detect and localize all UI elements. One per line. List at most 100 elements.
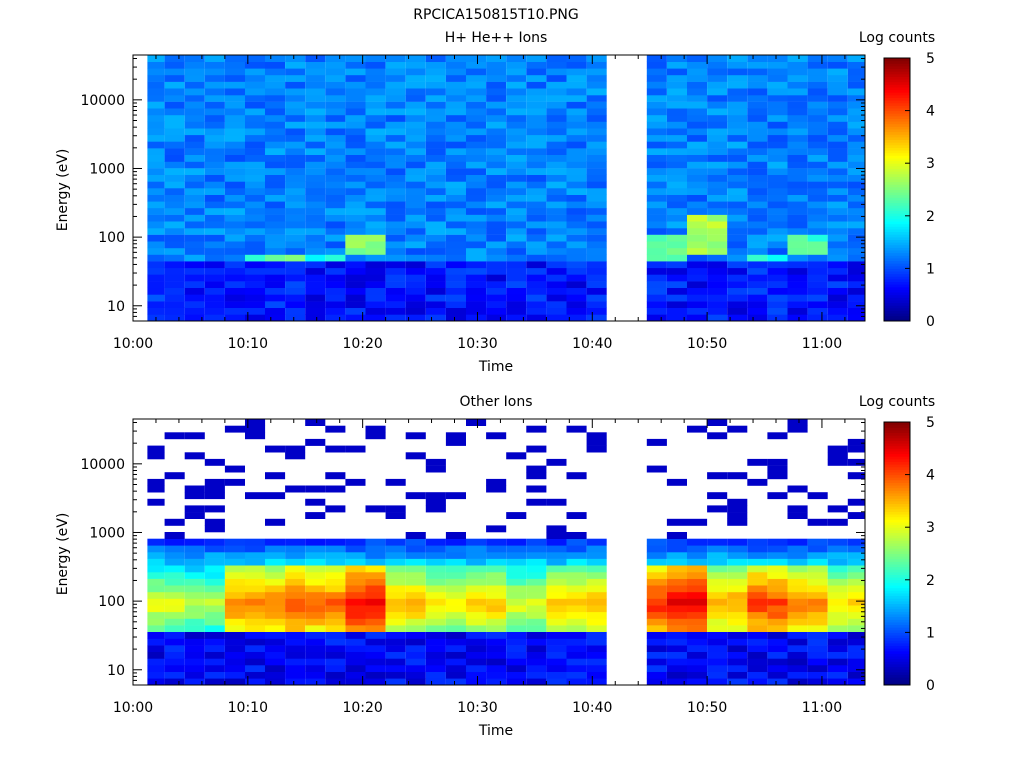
heatmap-cell <box>687 194 708 202</box>
heatmap-cell <box>305 128 326 136</box>
heatmap-cell <box>767 538 788 546</box>
heatmap-cell <box>305 148 326 155</box>
heatmap-cell <box>425 678 446 686</box>
heatmap-cell <box>365 618 386 626</box>
heatmap-cell <box>365 301 386 308</box>
heatmap-cell <box>727 585 748 593</box>
heatmap-cell <box>807 241 828 249</box>
heatmap-cell <box>566 598 587 606</box>
heatmap-cell <box>827 207 848 215</box>
heatmap-cell <box>385 154 406 162</box>
heatmap-cell <box>365 161 386 169</box>
heatmap-cell <box>586 432 607 440</box>
heatmap-cell <box>807 294 828 302</box>
heatmap-cell <box>325 148 346 155</box>
colorbar-segment <box>884 63 910 67</box>
heatmap-cell <box>646 267 667 275</box>
heatmap-cell <box>787 221 808 229</box>
heatmap-cell <box>787 678 808 686</box>
heatmap-cell <box>506 314 527 322</box>
heatmap-cell <box>486 121 507 129</box>
heatmap-cell <box>767 261 788 269</box>
heatmap-cell <box>164 307 185 315</box>
heatmap-cell <box>827 214 848 222</box>
heatmap-cell <box>707 121 728 129</box>
heatmap-cell <box>707 81 728 89</box>
colorbar-segment <box>884 276 910 280</box>
heatmap-cell <box>787 294 808 302</box>
heatmap-cell <box>405 572 426 579</box>
heatmap-cell <box>687 168 708 175</box>
y-tick-label: 100 <box>98 230 125 246</box>
heatmap-cell <box>526 552 547 559</box>
colorbar-segment <box>884 535 910 539</box>
heatmap-cell <box>445 168 466 175</box>
heatmap-cell <box>827 101 848 109</box>
heatmap-cell <box>566 665 587 672</box>
heatmap-cell <box>204 227 225 235</box>
heatmap-cell <box>666 631 687 639</box>
heatmap-cell <box>526 81 547 89</box>
heatmap-cell <box>164 585 185 593</box>
heatmap-cell <box>646 565 667 573</box>
heatmap-cell <box>506 618 527 626</box>
heatmap-cell <box>305 188 326 195</box>
heatmap-cell <box>385 108 406 116</box>
heatmap-cell <box>727 281 748 288</box>
heatmap-cell <box>767 314 788 322</box>
heatmap-cell <box>245 114 266 122</box>
heatmap-cell <box>184 261 205 269</box>
heatmap-cell <box>747 148 768 155</box>
colorbar-segment <box>884 640 910 644</box>
heatmap-cell <box>365 572 386 579</box>
heatmap-cell <box>385 505 406 513</box>
heatmap-cell <box>546 247 567 255</box>
heatmap-cell <box>646 578 667 586</box>
heatmap-cell <box>245 94 266 102</box>
heatmap-cell <box>767 74 788 82</box>
heatmap-cell <box>807 61 828 69</box>
heatmap-cell <box>345 625 366 632</box>
heatmap-cell <box>486 68 507 76</box>
heatmap-cell <box>425 55 446 62</box>
heatmap-cell <box>164 234 185 242</box>
y-tick-label: 100 <box>98 594 125 610</box>
heatmap-cell <box>405 307 426 315</box>
heatmap-cell <box>365 274 386 282</box>
colorbar-segment <box>884 548 910 552</box>
heatmap-cell <box>586 572 607 579</box>
heatmap-cell <box>305 221 326 229</box>
heatmap-cell <box>425 161 446 169</box>
colorbar-segment <box>884 81 910 85</box>
heatmap-cell <box>204 241 225 249</box>
colorbar-segment <box>884 440 910 444</box>
heatmap-cell <box>767 247 788 255</box>
heatmap-cell <box>385 214 406 222</box>
heatmap-cell <box>707 578 728 586</box>
heatmap-cell <box>787 68 808 76</box>
colorbar-segment <box>884 592 910 597</box>
colorbar-segment <box>884 113 910 117</box>
colorbar-segment <box>884 464 910 468</box>
heatmap-cell <box>546 301 567 308</box>
heatmap-cell <box>245 154 266 162</box>
heatmap-cell <box>425 201 446 209</box>
heatmap-cell <box>325 545 346 553</box>
heatmap-cell <box>285 598 306 606</box>
colorbar-segment <box>884 514 910 518</box>
heatmap-cell <box>385 565 406 573</box>
heatmap-cell <box>646 201 667 209</box>
heatmap-cell <box>425 221 446 229</box>
heatmap-cell <box>687 287 708 295</box>
heatmap-cell <box>325 631 346 639</box>
heatmap-cell <box>184 114 205 122</box>
heatmap-cell <box>747 585 768 593</box>
heatmap-cell <box>365 565 386 573</box>
colorbar-segment <box>884 189 910 193</box>
heatmap-cell <box>385 201 406 209</box>
heatmap-cell <box>827 565 848 573</box>
heatmap-cell <box>325 287 346 295</box>
heatmap-cell <box>486 605 507 613</box>
heatmap-cell <box>827 578 848 586</box>
